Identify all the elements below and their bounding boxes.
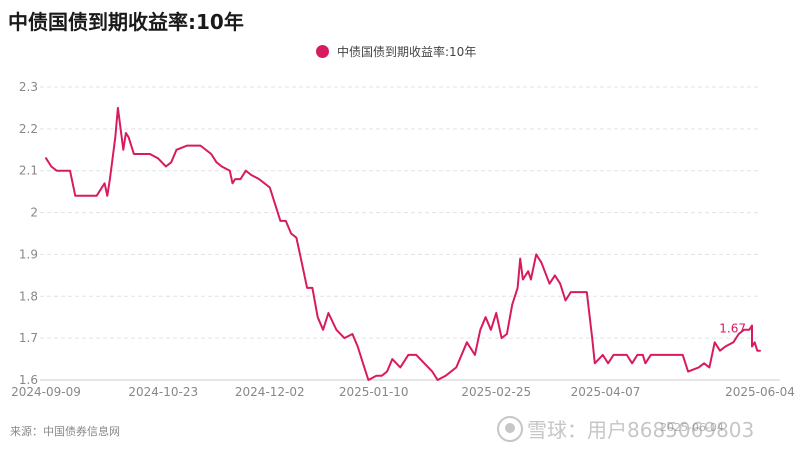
watermark-sub: 2025-06-04: [660, 421, 724, 434]
y-tick-label: 1.7: [19, 331, 38, 345]
y-tick-label: 1.9: [19, 247, 38, 261]
y-tick-label: 2: [30, 206, 38, 220]
chart-legend[interactable]: 中债国债到期收益率:10年: [316, 43, 476, 60]
watermark: 雪球：用户8685069803: [497, 414, 754, 443]
x-tick-label: 2025-04-07: [571, 385, 641, 399]
y-tick-label: 1.8: [19, 289, 38, 303]
x-tick-label: 2025-01-10: [339, 385, 409, 399]
y-tick-label: 1.6: [19, 373, 38, 387]
snowball-logo-icon: [497, 415, 523, 442]
x-tick-label: 2025-02-25: [461, 385, 531, 399]
x-tick-label: 2024-09-09: [11, 385, 81, 399]
watermark-brand: 雪球：用户8685069803: [527, 418, 755, 442]
series-line: [45, 106, 761, 381]
y-tick-label: 2.1: [19, 164, 38, 178]
last-value-label: 1.67: [719, 322, 746, 336]
x-tick-label: 2024-12-02: [235, 385, 305, 399]
source-note: 来源：中国债券信息网: [10, 425, 120, 438]
x-tick-label: 2025-06-04: [725, 385, 795, 399]
y-tick-label: 2.2: [19, 122, 38, 136]
x-tick-label: 2024-10-23: [128, 385, 198, 399]
page-title: 中债国债到期收益率:10年: [8, 10, 244, 34]
y-tick-label: 2.3: [19, 80, 38, 94]
legend-label: 中债国债到期收益率:10年: [337, 45, 477, 59]
legend-marker-icon: [316, 45, 329, 58]
